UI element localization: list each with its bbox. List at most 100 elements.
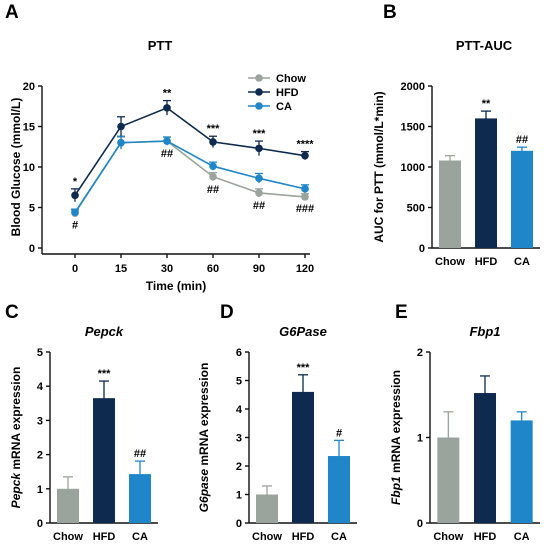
y-tick-label: 0 (37, 518, 43, 530)
data-point-ca (117, 138, 125, 147)
x-tick-label: CA (514, 256, 530, 268)
x-tick-label: HFD (474, 531, 497, 543)
y-tick-label: 4 (236, 404, 243, 416)
significance-label: ** (482, 98, 491, 110)
significance-label: ## (134, 448, 146, 460)
x-tick-label: HFD (475, 256, 498, 268)
data-point-ca (163, 137, 171, 145)
significance-label: ** (163, 88, 172, 100)
significance-label: **** (296, 139, 314, 151)
x-tick-label: 15 (115, 263, 127, 275)
significance-label: *** (207, 123, 221, 135)
y-tick-label: 0 (236, 518, 242, 530)
panel-letter: D (220, 302, 234, 323)
data-point-hfd (301, 151, 309, 160)
y-tick-label: 1 (417, 433, 423, 445)
y-tick-label: 5 (29, 203, 35, 215)
x-tick-label: CA (331, 531, 347, 543)
significance-label: # (336, 427, 342, 439)
panel-b: B PTT-AUC 0 500 1000 1500 2000 Chow HFD ** CA ## AUC… (372, 2, 540, 268)
bar-hfd (292, 391, 314, 523)
data-point-chow (209, 172, 217, 181)
significance-label: ## (516, 134, 528, 146)
y-axis-label: G6pase mRNA expression (197, 363, 211, 513)
significance-label: ## (161, 148, 173, 160)
y-tick-label: 5 (236, 376, 242, 388)
significance-label: ### (296, 203, 314, 215)
bar-ca (511, 150, 533, 248)
legend-marker (255, 74, 263, 82)
significance-label: *** (253, 128, 267, 140)
data-point-chow (255, 189, 263, 197)
y-tick-label: 0 (417, 518, 423, 530)
panel-letter: E (395, 302, 408, 323)
data-point-chow (301, 193, 309, 201)
significance-label: *** (297, 362, 311, 374)
y-tick-label: 10 (23, 162, 35, 174)
legend-label: Chow (276, 73, 306, 85)
y-tick-label: 1 (37, 484, 43, 496)
y-tick-label: 5 (37, 347, 43, 359)
bar-hfd (475, 118, 497, 249)
y-tick-label: 3 (37, 415, 43, 427)
legend-label: HFD (276, 87, 299, 99)
x-tick-label: 0 (72, 263, 78, 275)
x-tick-label: Chow (252, 531, 282, 543)
data-point-hfd (71, 191, 79, 200)
legend-marker (255, 88, 263, 96)
x-tick-label: CA (514, 531, 530, 543)
bar-ca (328, 456, 350, 523)
y-axis-label-rest: mRNA expression (389, 370, 403, 476)
bar-chow (256, 494, 278, 523)
legend-marker (255, 102, 263, 110)
chart-title: PTT-AUC (456, 38, 513, 53)
y-tick-label: 15 (23, 122, 35, 134)
significance-label: # (72, 219, 78, 231)
data-point-hfd (163, 104, 171, 112)
y-axis-label-gene: Pepck (9, 472, 23, 509)
bar-ca (129, 474, 151, 523)
x-tick-label: 120 (296, 263, 314, 275)
x-tick-label: 60 (207, 263, 219, 275)
panel-letter: B (383, 2, 397, 23)
panel-c: C Pepck 0 1 2 3 4 5 Chow HFD *** CA ## Pepck mRNA exp… (5, 302, 158, 543)
x-tick-label: Chow (435, 256, 465, 268)
y-tick-label: 1000 (401, 162, 425, 174)
bar-hfd (93, 398, 115, 523)
chart-title: Pepck (85, 324, 124, 339)
x-axis-label: Time (min) (146, 279, 206, 293)
legend-label: CA (276, 101, 292, 113)
y-axis-label: Blood Glucose (mmol/L) (9, 98, 23, 237)
data-point-ca (255, 174, 263, 183)
panel-letter: C (5, 302, 19, 323)
bar-chow (57, 488, 79, 523)
x-tick-label: HFD (292, 531, 315, 543)
y-tick-label: 20 (23, 81, 35, 93)
panel-d: D G6Pase 0 1 2 3 4 5 6 Chow HFD *** CA # G6pase mRNA e… (197, 302, 357, 543)
data-point-ca (301, 185, 309, 193)
data-point-ca (71, 208, 79, 217)
significance-label: ## (207, 184, 219, 196)
y-tick-label: 1500 (401, 122, 425, 134)
data-point-hfd (209, 138, 217, 146)
y-axis-label-gene: G6pase (197, 469, 211, 513)
y-tick-label: 2 (417, 347, 423, 359)
y-tick-label: 500 (407, 203, 425, 215)
y-tick-label: 1 (236, 490, 242, 502)
data-point-hfd (255, 144, 263, 153)
y-axis-label: AUC for PTT (mmol/L*min) (372, 91, 386, 242)
significance-label: *** (98, 368, 112, 380)
chart-title: Fbp1 (469, 324, 500, 339)
bar-ca (510, 420, 533, 523)
panel-letter: A (5, 2, 19, 23)
data-point-hfd (117, 122, 125, 131)
x-tick-label: 30 (161, 263, 173, 275)
y-tick-label: 0 (419, 243, 425, 255)
bar-hfd (474, 393, 496, 523)
bar-chow (437, 437, 460, 523)
x-tick-label: HFD (93, 531, 116, 543)
x-tick-label: CA (132, 531, 148, 543)
panel-a: A PTT 0 5 10 15 20 0 15 30 60 90 120 Time (min) Blood … (5, 2, 314, 293)
y-axis-label-gene: Fbp1 (389, 476, 403, 505)
